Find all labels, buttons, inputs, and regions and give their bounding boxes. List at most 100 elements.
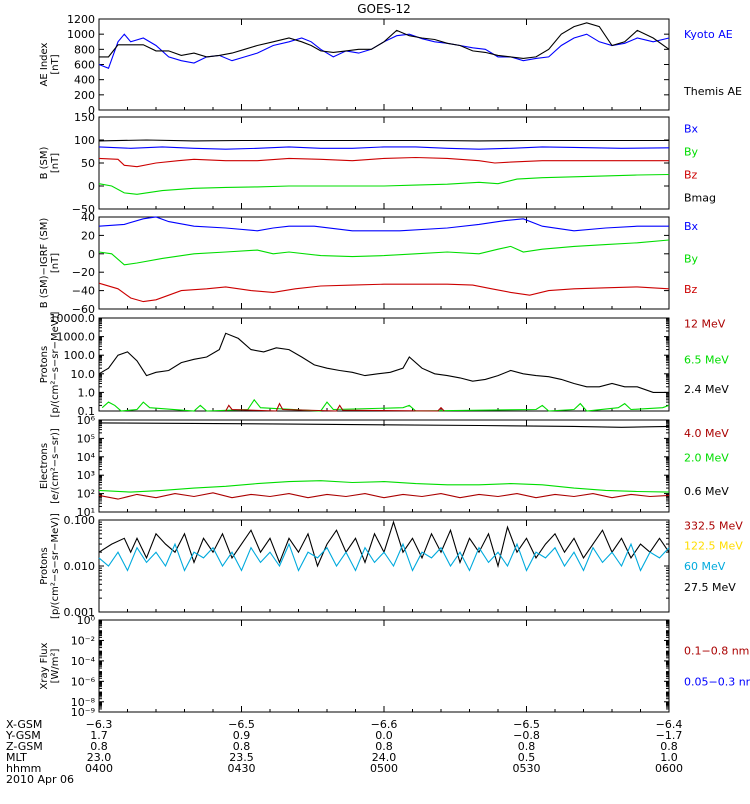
y-tick-label: 10⁻⁴ bbox=[71, 655, 96, 668]
series-line-bx bbox=[98, 146, 670, 150]
y-tick-label: 10² bbox=[77, 488, 95, 501]
y-tick-label: 0 bbox=[88, 248, 95, 261]
legend-entry: By bbox=[684, 252, 699, 265]
y-tick-label: −40 bbox=[72, 285, 95, 298]
x-row-value: 0400 bbox=[85, 762, 113, 775]
series-line-by bbox=[98, 239, 670, 266]
y-axis-label: B (SM)−IGRF (SM) bbox=[39, 218, 50, 309]
y-tick-label: 100 bbox=[74, 134, 95, 147]
y-axis-label: B (SM) bbox=[39, 146, 50, 179]
y-tick-label: −60 bbox=[72, 303, 95, 316]
series-line-2-0-mev bbox=[98, 480, 670, 493]
series-line-bx bbox=[98, 216, 669, 232]
legend-entry: Themis AE bbox=[683, 85, 742, 98]
y-tick-label: 10⁰ bbox=[77, 614, 96, 627]
y-axis-label: Electrons bbox=[39, 443, 50, 489]
x-row-value: 0530 bbox=[513, 762, 541, 775]
series-line-6-5-mev bbox=[101, 398, 670, 412]
y-tick-label: −20 bbox=[72, 266, 95, 279]
y-axis-label: [W/m²] bbox=[50, 648, 61, 683]
y-axis-label: Protons bbox=[39, 346, 50, 383]
legend-entry: 2.0 MeV bbox=[684, 452, 729, 465]
y-tick-label: 150 bbox=[74, 111, 95, 124]
legend-entry: 2.4 MeV bbox=[684, 383, 729, 396]
y-axis-label: AE Index bbox=[39, 42, 50, 86]
y-tick-label: 40 bbox=[81, 211, 95, 224]
x-row-value: 23.0 bbox=[87, 751, 112, 764]
y-tick-label: 10.0 bbox=[71, 368, 96, 381]
y-axis-label: Protons bbox=[39, 547, 50, 584]
chart-title: GOES-12 bbox=[357, 2, 411, 16]
y-tick-label: 600 bbox=[74, 59, 95, 72]
y-tick-label: 10⁴ bbox=[77, 451, 96, 464]
y-tick-label: 1200 bbox=[67, 13, 95, 26]
y-tick-label: 0.010 bbox=[64, 560, 96, 573]
x-row-value: 0.8 bbox=[660, 740, 678, 753]
x-row-value: 0600 bbox=[655, 762, 683, 775]
legend-entry: 122.5 MeV bbox=[684, 539, 743, 552]
y-tick-label: 10⁵ bbox=[77, 432, 95, 445]
legend-entry: By bbox=[684, 146, 699, 159]
y-tick-label: 0 bbox=[88, 104, 95, 117]
y-axis-label: [p/(cm²−s−sr−MeV)] bbox=[50, 311, 61, 417]
legend-entry: Bx bbox=[684, 123, 699, 136]
y-axis-label: Xray Flux bbox=[39, 642, 50, 689]
legend-entry: 60 MeV bbox=[684, 560, 726, 573]
legend-entry: 12 MeV bbox=[684, 318, 726, 331]
y-axis-label: [nT] bbox=[50, 54, 61, 74]
y-axis-label: [nT] bbox=[50, 153, 61, 173]
y-tick-label: 10⁻⁹ bbox=[71, 706, 95, 719]
panel-frame-bsm bbox=[98, 116, 670, 210]
series-line-themis-ae bbox=[99, 22, 670, 59]
x-row-value: 0.0 bbox=[375, 729, 393, 742]
legend-entry: Bmag bbox=[684, 192, 716, 205]
x-row-value: −6.6 bbox=[371, 718, 398, 731]
legend-entry: Bz bbox=[684, 283, 698, 296]
x-row-value: 24.0 bbox=[372, 751, 397, 764]
series-line-60-mev bbox=[98, 542, 670, 572]
series-line-4-0-mev bbox=[98, 492, 670, 500]
x-row-value: 0.8 bbox=[375, 740, 393, 753]
y-tick-label: 10³ bbox=[77, 469, 95, 482]
legend-entry: Kyoto AE bbox=[684, 28, 733, 41]
y-tick-label: 400 bbox=[74, 74, 95, 87]
y-axis-label: [e/(cm²−s−sr)] bbox=[50, 428, 61, 504]
y-tick-label: 10000.0 bbox=[50, 312, 96, 325]
y-tick-label: 10⁻² bbox=[71, 634, 95, 647]
x-row-value: −6.3 bbox=[86, 718, 113, 731]
series-line-12-mev bbox=[225, 402, 445, 412]
panel-frame-protons1 bbox=[98, 317, 670, 412]
series-line-0-6-mev bbox=[98, 422, 670, 428]
x-row-label: Z-GSM bbox=[6, 740, 43, 753]
panel-frame-ae bbox=[98, 18, 670, 111]
x-row-value: −6.5 bbox=[513, 718, 540, 731]
y-tick-label: 1000.0 bbox=[57, 331, 96, 344]
x-row-value: 0.8 bbox=[518, 740, 536, 753]
x-row-label: hhmm bbox=[6, 762, 41, 775]
y-tick-label: 0.1 bbox=[78, 405, 96, 418]
x-row-value: −1.7 bbox=[656, 729, 683, 742]
legend-entry: 6.5 MeV bbox=[684, 353, 729, 366]
x-row-label: Y-GSM bbox=[5, 729, 41, 742]
legend-entry: 0.1−0.8 nm bbox=[684, 645, 749, 658]
x-row-value: −0.8 bbox=[513, 729, 540, 742]
y-axis-label: [p/(cm²−s−sr−MeV)] bbox=[50, 513, 61, 619]
legend-entry: Bz bbox=[684, 169, 698, 182]
x-row-label: X-GSM bbox=[6, 718, 42, 731]
legend-entry: 0.05−0.3 nm bbox=[684, 675, 750, 688]
legend-entry: Bx bbox=[684, 220, 699, 233]
x-row-value: 1.7 bbox=[90, 729, 108, 742]
y-tick-label: 50 bbox=[81, 157, 95, 170]
y-axis-label: [nT] bbox=[50, 253, 61, 273]
y-tick-label: 10⁻⁸ bbox=[71, 696, 96, 709]
x-row-value: −6.5 bbox=[228, 718, 255, 731]
series-line-27-5-mev bbox=[98, 520, 670, 569]
x-row-value: 0500 bbox=[370, 762, 398, 775]
y-tick-label: 0.100 bbox=[64, 514, 96, 527]
x-row-value: 1.0 bbox=[660, 751, 678, 764]
series-line-kyoto-ae bbox=[98, 33, 670, 70]
date-label: 2010 Apr 06 bbox=[6, 773, 74, 786]
series-line-bz bbox=[98, 282, 670, 303]
